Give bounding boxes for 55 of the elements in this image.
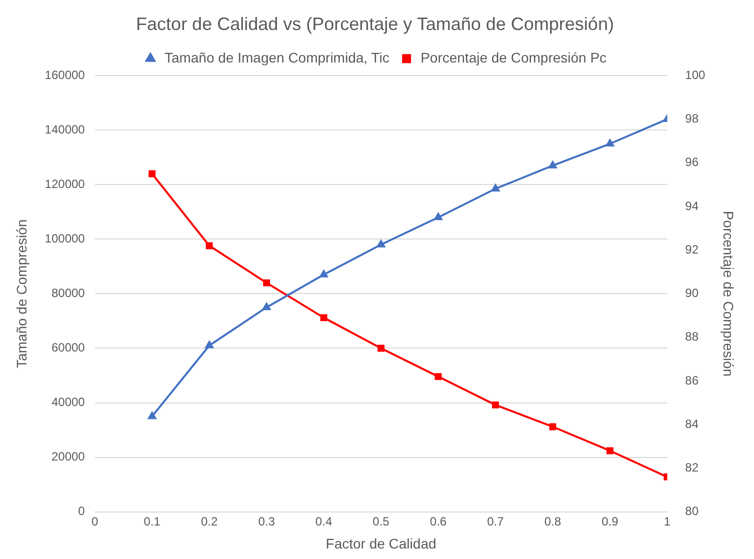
y-tick-label: 160000 — [44, 68, 86, 82]
x-tick-label: 0.9 — [602, 514, 619, 528]
point — [205, 341, 214, 348]
x-tick-label: 0.3 — [258, 514, 276, 528]
y2-tick-label: 94 — [685, 198, 699, 213]
point — [549, 423, 556, 430]
y2-tick-label: 86 — [685, 373, 699, 388]
point — [148, 170, 156, 178]
y-axis-title: Tamaño de Compresión — [13, 219, 30, 368]
y2-axis-title: Porcentaje de Compresión — [720, 210, 737, 377]
point — [376, 240, 386, 248]
x-tick-label: 0.1 — [144, 514, 161, 528]
point — [378, 344, 384, 352]
y-tick-label: 0 — [78, 504, 86, 518]
y2-tick-label: 100 — [685, 68, 706, 82]
point — [263, 279, 270, 286]
y2-tick-label: 82 — [685, 460, 699, 474]
y2-tick-label: 80 — [685, 504, 699, 518]
y-tick-label: 120000 — [44, 176, 86, 191]
x-tick-label: 0.8 — [544, 514, 562, 528]
y2-tick-label: 88 — [685, 330, 699, 344]
y-tick-label: 80000 — [51, 286, 86, 300]
x-tick-label: 1 — [664, 514, 671, 528]
chart-title: Factor de Calidad vs (Porcentaje y Tamaño de Compresión) — [136, 14, 614, 34]
x-axis-title: Factor de Calidad — [326, 535, 436, 552]
point — [148, 412, 156, 420]
legend-label: Porcentaje de Compresión Pc — [420, 49, 607, 66]
y-tick-label: 20000 — [51, 450, 86, 464]
x-tick-label: 0 — [92, 514, 98, 528]
x-tick-label: 0.4 — [315, 514, 332, 528]
y-tick-label: 60000 — [51, 340, 86, 355]
y-tick-label: 40000 — [51, 395, 86, 410]
point — [206, 242, 213, 250]
x-tick-label: 0.5 — [372, 514, 390, 528]
point — [606, 139, 614, 147]
y2-tick-label: 96 — [685, 155, 699, 170]
point — [320, 314, 328, 322]
point — [492, 401, 499, 408]
legend-label: Tamaño de Imagen Comprimida, Tic — [164, 49, 390, 66]
point — [606, 447, 614, 454]
point — [262, 302, 271, 310]
y-tick-label: 100000 — [44, 231, 86, 246]
y2-tick-label: 92 — [685, 242, 699, 256]
y2-tick-label: 98 — [685, 112, 699, 126]
x-tick-label: 0.7 — [487, 514, 504, 528]
y2-tick-label: 84 — [685, 416, 699, 431]
y-tick-label: 140000 — [44, 122, 86, 136]
point — [434, 212, 442, 220]
y2-tick-label: 90 — [685, 286, 699, 300]
point — [548, 161, 557, 168]
x-tick-label: 0.6 — [430, 514, 447, 528]
point — [434, 373, 442, 380]
point — [320, 270, 328, 278]
x-tick-label: 0.2 — [200, 514, 218, 528]
point — [491, 184, 500, 192]
